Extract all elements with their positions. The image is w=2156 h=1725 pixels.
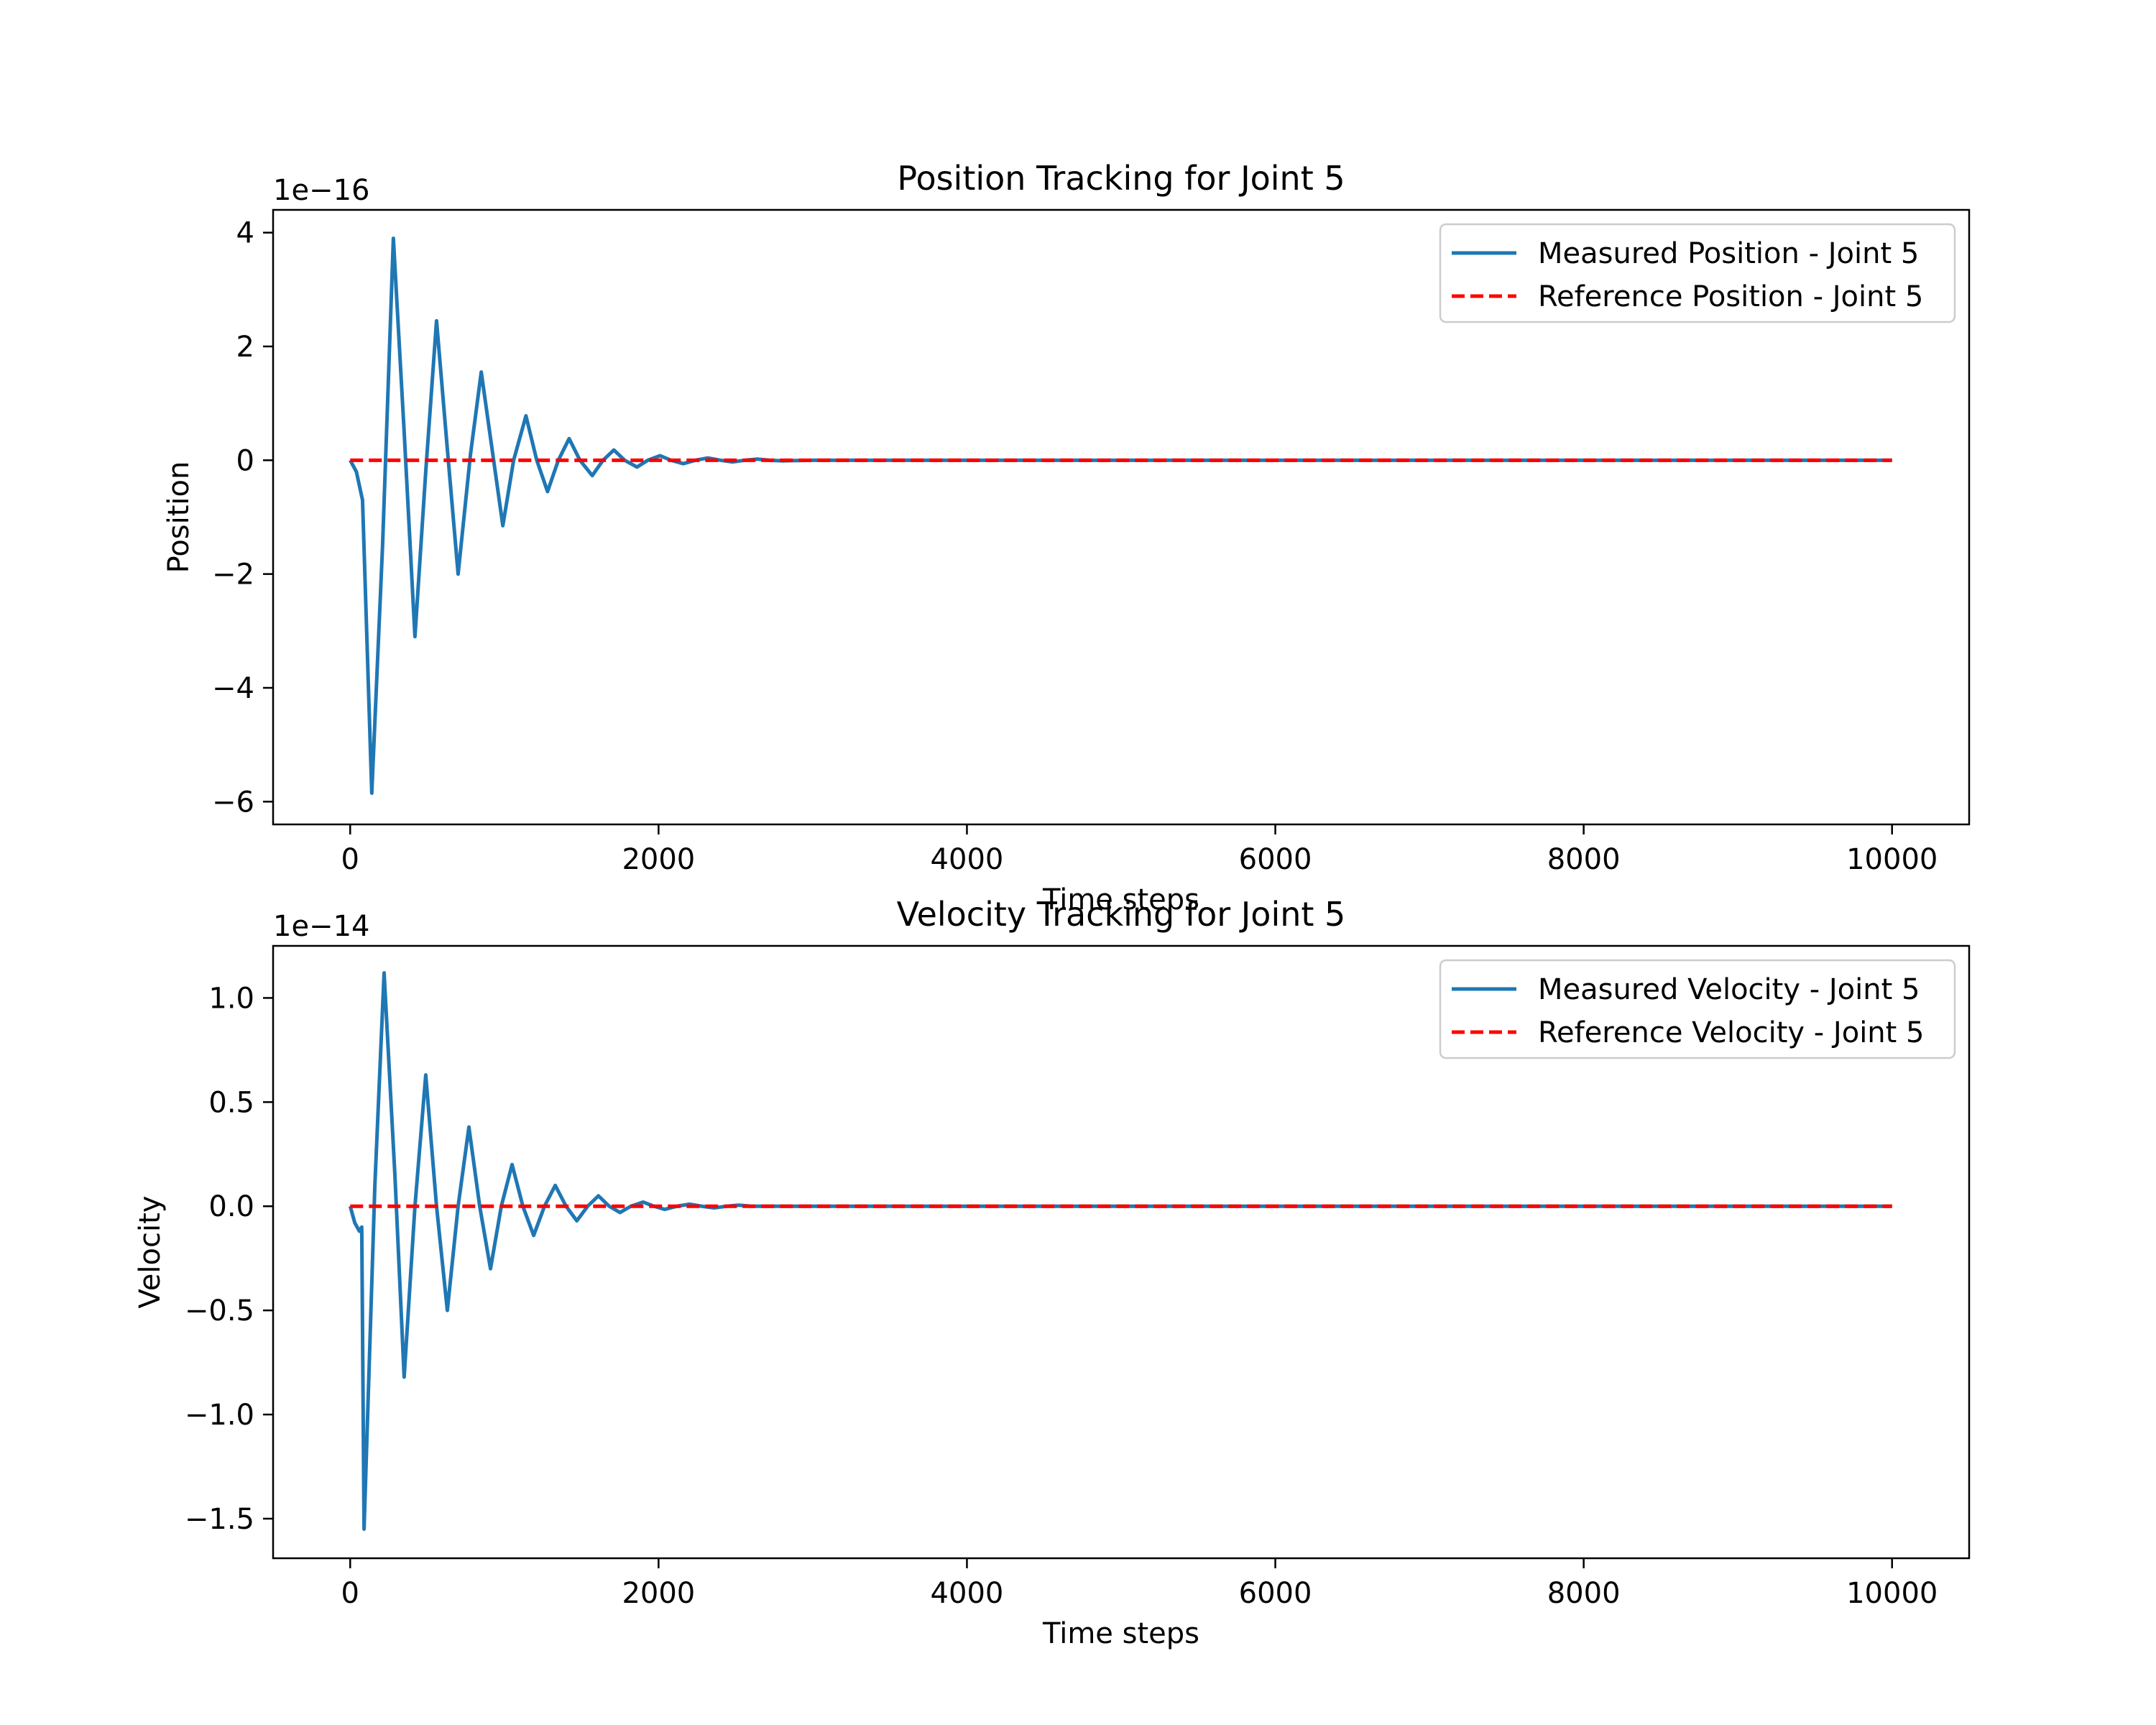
velocity-xtick-label: 4000 (931, 1577, 1004, 1610)
velocity-xtick-label: 6000 (1239, 1577, 1312, 1610)
position-ytick-label: 0 (236, 444, 254, 477)
velocity-xtick-label: 2000 (622, 1577, 695, 1610)
position-ytick-label: 2 (236, 331, 254, 364)
position-xtick-label: 10000 (1846, 843, 1938, 876)
position-y-axis-label: Position (162, 461, 195, 574)
position-offset-label: 1e−16 (273, 174, 369, 207)
velocity-offset-label: 1e−14 (273, 910, 369, 943)
velocity-xtick-label: 8000 (1547, 1577, 1621, 1610)
velocity-axes-frame (272, 944, 1971, 1560)
position-xtick-label: 2000 (622, 843, 695, 876)
position-legend-label-measured: Measured Position - Joint 5 (1538, 237, 1919, 270)
velocity-ytick-label: 1.0 (208, 982, 254, 1015)
velocity-legend-label-measured: Measured Velocity - Joint 5 (1538, 973, 1920, 1006)
velocity-legend-box (1439, 959, 1956, 1059)
velocity-ytick-label: 0.5 (208, 1086, 254, 1119)
velocity-x-axis-label: Time steps (1042, 1617, 1199, 1650)
position-chart: 0 2000 4000 6000 8000 10000 4 2 0 −2 −4 −6 1e−16 Posi… (162, 159, 1971, 916)
position-legend-label-reference: Reference Position - Joint 5 (1538, 280, 1923, 313)
position-legend-box (1439, 223, 1956, 323)
position-xtick-label: 6000 (1239, 843, 1312, 876)
position-ytick-label: −2 (212, 558, 254, 592)
position-x-axis-label: Time steps (1042, 883, 1199, 916)
position-ytick-label: 4 (236, 217, 254, 250)
position-axes-frame (272, 208, 1971, 826)
velocity-chart-title: Velocity Tracking for Joint 5 (897, 895, 1346, 934)
velocity-y-axis-label: Velocity (134, 1196, 167, 1309)
velocity-legend-label-reference: Reference Velocity - Joint 5 (1538, 1016, 1925, 1049)
position-ytick-label: −6 (212, 786, 254, 819)
position-xtick-label: 0 (341, 843, 359, 876)
velocity-ytick-label: −1.0 (185, 1399, 254, 1432)
position-ytick-label: −4 (212, 672, 254, 705)
velocity-ytick-label: −0.5 (185, 1294, 254, 1328)
velocity-ytick-label: −1.5 (185, 1503, 254, 1536)
velocity-xtick-label: 0 (341, 1577, 359, 1610)
velocity-chart: 0 2000 4000 6000 8000 10000 1.0 0.5 0.0 −0.5 −1.0 −… (134, 895, 1971, 1650)
position-chart-title: Position Tracking for Joint 5 (897, 159, 1345, 198)
position-xtick-label: 4000 (931, 843, 1004, 876)
velocity-xtick-label: 10000 (1846, 1577, 1938, 1610)
position-xtick-label: 8000 (1547, 843, 1621, 876)
velocity-ytick-label: 0.0 (208, 1190, 254, 1223)
